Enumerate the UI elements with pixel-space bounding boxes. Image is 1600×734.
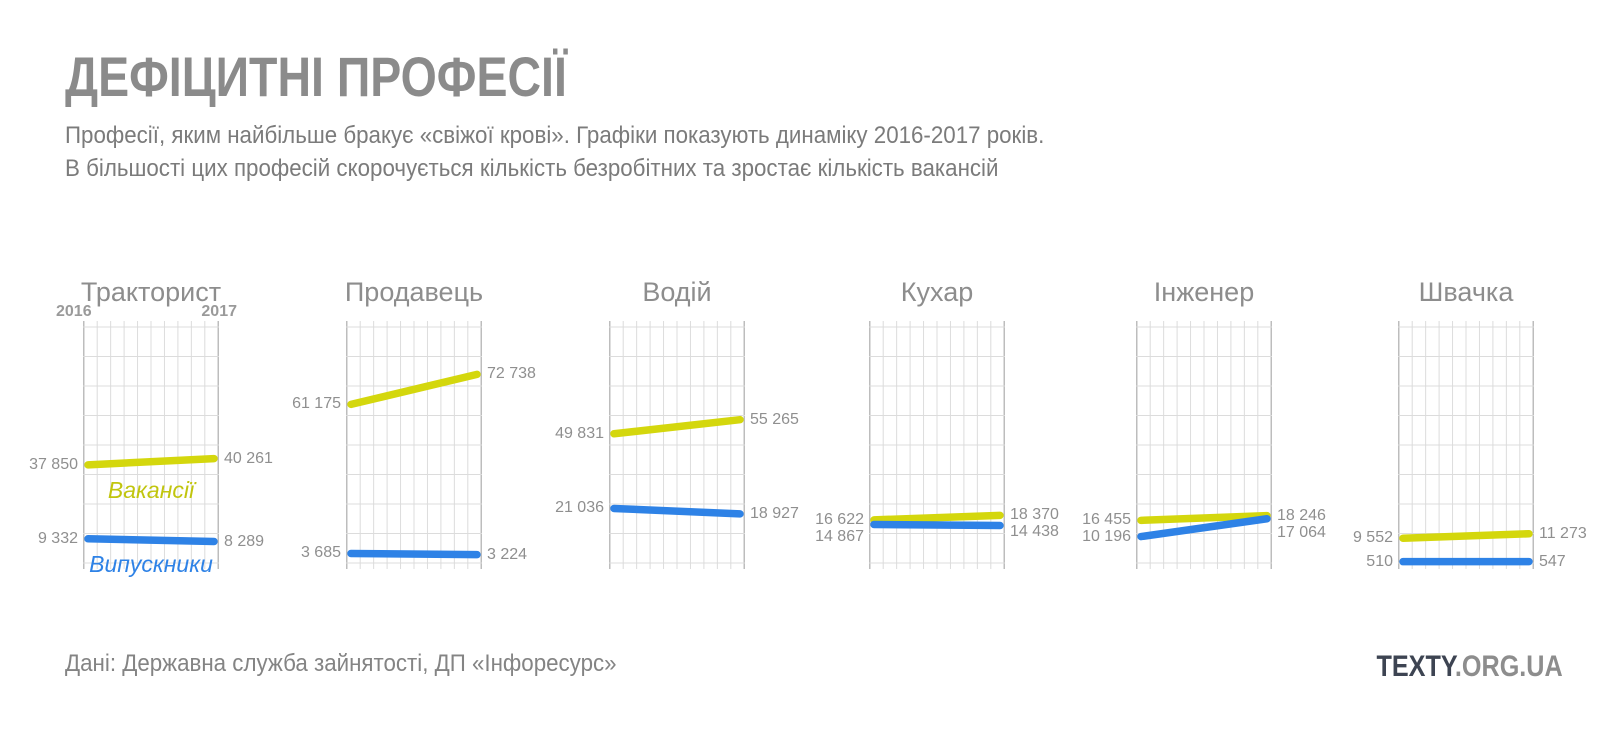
plot-area: 49 831 21 036 55 265 18 927 (555, 321, 799, 569)
plot-area: 16 622 14 867 18 370 14 438 (815, 321, 1059, 569)
x-axis-label-2016: 2016 (56, 303, 92, 320)
value-label: 9 552 (1352, 529, 1393, 547)
value-label: 3 685 (300, 544, 341, 562)
value-label: 11 273 (1539, 524, 1587, 542)
plot-area: 9 552 510 11 273 547 (1353, 321, 1587, 570)
value-label: 510 (1366, 552, 1393, 570)
value-label: 14 867 (815, 527, 864, 545)
chart-grid-and-lines (869, 321, 1005, 569)
chart-title: Водій (642, 277, 712, 307)
value-label: 18 927 (750, 504, 799, 522)
value-label: 3 224 (487, 545, 528, 563)
chart-grid-and-lines (83, 321, 219, 569)
value-label: 16 455 (1082, 511, 1131, 529)
value-label: 14 438 (1010, 523, 1059, 541)
mini-chart-kukhar: Кухар 16 622 14 867 18 370 14 438 (815, 269, 1059, 579)
value-label: 37 850 (29, 455, 78, 473)
chart-grid-and-lines (346, 321, 482, 569)
value-label: 61 175 (292, 395, 341, 413)
data-source: Дані: Державна служба зайнятості, ДП «Ін… (65, 650, 617, 677)
value-label: 16 622 (815, 510, 864, 528)
mini-chart-shvachka: Швачка 9 552 510 11 273 547 (1353, 269, 1587, 579)
legend-graduates: Випускники (89, 550, 213, 577)
value-label: 10 196 (1082, 528, 1131, 546)
value-label: 18 246 (1277, 506, 1326, 524)
texty-logo-primary: TEXTY (1376, 650, 1456, 683)
chart-title: Кухар (900, 277, 974, 307)
mini-chart-traktoryst: Тракторист 2016 2017 Вакансії Випускники… (29, 269, 273, 579)
mini-chart-inzhener: Інженер 16 455 10 196 18 246 17 064 (1082, 269, 1326, 579)
plot-area: 61 175 3 685 72 738 3 224 (292, 321, 536, 569)
chart-title: Тракторист (80, 277, 222, 307)
chart-grid-and-lines (1136, 321, 1272, 569)
subtitle-line-1: Професії, яким найбільше бракує «свіжої … (65, 122, 1045, 149)
chart-grid-and-lines (609, 321, 745, 569)
value-label: 8 289 (224, 532, 265, 550)
x-axis-label-2017: 2017 (201, 303, 237, 320)
mini-chart-vodiy: Водій 49 831 21 036 55 265 18 927 (555, 269, 799, 579)
texty-logo-secondary: .ORG.UA (1455, 650, 1563, 683)
mini-chart-prodavets: Продавець 61 175 3 685 72 738 3 224 (292, 269, 536, 579)
value-label: 9 332 (37, 529, 78, 547)
value-label: 21 036 (555, 499, 604, 517)
chart-grid-and-lines (1398, 321, 1534, 569)
legend-vacancies: Вакансії (107, 476, 195, 503)
chart-title: Швачка (1418, 277, 1514, 307)
value-label: 18 370 (1010, 506, 1059, 524)
value-label: 40 261 (224, 449, 273, 467)
value-label: 49 831 (555, 424, 604, 442)
value-label: 17 064 (1277, 523, 1326, 541)
chart-title: Продавець (344, 277, 484, 307)
subtitle-line-2: В більшості цих професій скорочується кі… (65, 155, 999, 182)
x-axis-labels: 2016 2017 (56, 303, 237, 321)
page-title: ДЕФІЦИТНІ ПРОФЕСІЇ (65, 45, 567, 108)
plot-area: Вакансії Випускники 37 850 9 332 40 261 8 2… (29, 321, 273, 577)
value-label: 72 738 (487, 365, 536, 383)
value-label: 55 265 (750, 410, 799, 428)
texty-logo: TEXTY.ORG.UA (1377, 650, 1563, 684)
value-label: 547 (1539, 552, 1566, 570)
plot-area: 16 455 10 196 18 246 17 064 (1082, 321, 1326, 569)
chart-title: Інженер (1153, 277, 1255, 307)
